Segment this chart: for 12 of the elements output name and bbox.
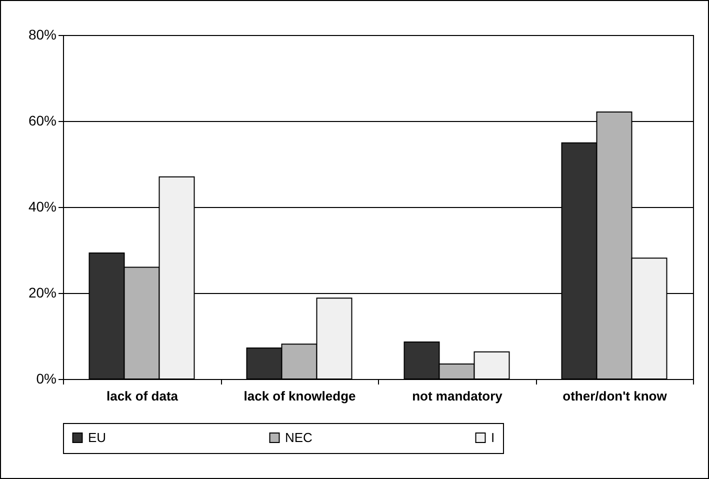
legend-label: EU <box>88 430 106 445</box>
legend-label: NEC <box>285 430 312 445</box>
x-tick-label: lack of knowledge <box>244 388 356 404</box>
x-tick-label: not mandatory <box>412 388 504 404</box>
x-tick-label: other/don't know <box>562 388 668 404</box>
y-tick-label: 0% <box>36 370 56 386</box>
y-tick-label: 60% <box>28 112 56 128</box>
y-tick-label: 40% <box>28 198 56 214</box>
y-tick-label: 80% <box>28 26 56 42</box>
x-tick-label: lack of data <box>106 388 179 404</box>
legend-label: I <box>491 430 495 445</box>
y-tick-label: 20% <box>28 284 56 300</box>
